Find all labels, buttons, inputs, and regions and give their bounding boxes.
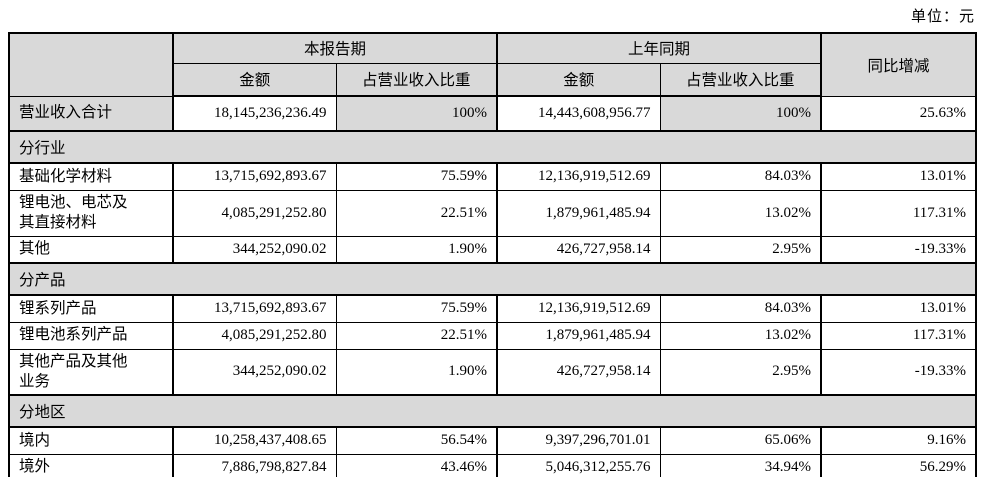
header-current-period: 本报告期 [172, 32, 499, 64]
row-label: 基础化学材料 [8, 162, 174, 191]
header-prior-amount: 金额 [496, 62, 661, 97]
prior-pct-cell: 13.02% [659, 321, 823, 350]
current-amount-cell: 13,715,692,893.67 [172, 162, 337, 191]
unit-label: 单位：元 [910, 9, 975, 25]
yoy-cell: 56.29% [820, 453, 977, 477]
yoy-cell: 117.31% [820, 189, 977, 237]
current-pct-cell: 1.90% [335, 348, 499, 396]
header-prior-pct: 占营业收入比重 [659, 62, 823, 97]
prior-amount-cell: 9,397,296,701.01 [496, 426, 661, 455]
section-row-by-region: 分地区 [8, 394, 977, 428]
prior-amount-cell: 426,727,958.14 [496, 348, 661, 396]
row-label: 境内 [8, 426, 174, 455]
yoy-cell: 13.01% [820, 162, 977, 191]
section-row-by-industry: 分行业 [8, 130, 977, 164]
current-pct-cell: 1.90% [335, 235, 499, 264]
prior-amount-cell: 5,046,312,255.76 [496, 453, 661, 477]
prior-pct-cell: 13.02% [659, 189, 823, 237]
header-yoy-change: 同比增减 [820, 32, 977, 97]
revenue-breakdown-table: 本报告期 上年同期 同比增减 金额 占营业收入比重 金额 占营业收入比重 营业收… [8, 32, 978, 477]
prior-amount-cell: 12,136,919,512.69 [496, 294, 661, 323]
row-label: 其他 [8, 235, 174, 264]
current-amount-cell: 7,886,798,827.84 [172, 453, 337, 477]
prior-pct-cell: 84.03% [659, 294, 823, 323]
row-label: 锂电池系列产品 [8, 321, 174, 350]
table-row-basic-chemicals: 基础化学材料 13,715,692,893.67 75.59% 12,136,9… [8, 162, 977, 191]
table-row-lithium-series: 锂系列产品 13,715,692,893.67 75.59% 12,136,91… [8, 294, 977, 323]
table-row-other-industry: 其他 344,252,090.02 1.90% 426,727,958.14 2… [8, 235, 977, 264]
section-row-by-product: 分产品 [8, 262, 977, 296]
table-row-lithium-battery-series: 锂电池系列产品 4,085,291,252.80 22.51% 1,879,96… [8, 321, 977, 350]
current-amount-cell: 344,252,090.02 [172, 348, 337, 396]
current-amount-cell: 4,085,291,252.80 [172, 189, 337, 237]
prior-amount-cell: 1,879,961,485.94 [496, 321, 661, 350]
current-amount-cell: 13,715,692,893.67 [172, 294, 337, 323]
current-amount-cell: 4,085,291,252.80 [172, 321, 337, 350]
prior-pct-cell: 100% [659, 95, 823, 132]
header-row-measures: 金额 占营业收入比重 金额 占营业收入比重 [9, 62, 976, 97]
prior-pct-cell: 2.95% [659, 235, 823, 264]
prior-amount-cell: 12,136,919,512.69 [496, 162, 661, 191]
table-row-total-revenue: 营业收入合计 18,145,236,236.49 100% 14,443,608… [8, 95, 977, 132]
prior-amount-cell: 1,879,961,485.94 [496, 189, 661, 237]
current-amount-cell: 10,258,437,408.65 [172, 426, 337, 455]
current-pct-cell: 100% [335, 95, 499, 132]
yoy-cell: 117.31% [820, 321, 977, 350]
current-pct-cell: 75.59% [335, 294, 499, 323]
yoy-cell: 13.01% [820, 294, 977, 323]
current-pct-cell: 56.54% [335, 426, 499, 455]
header-row-periods: 本报告期 上年同期 同比增减 [8, 32, 977, 97]
table-row-domestic: 境内 10,258,437,408.65 56.54% 9,397,296,70… [8, 426, 977, 455]
row-label: 锂电池、电芯及 其直接材料 [8, 189, 174, 237]
prior-amount-cell: 426,727,958.14 [496, 235, 661, 264]
current-amount-cell: 18,145,236,236.49 [172, 95, 337, 132]
row-label: 境外 [8, 453, 174, 477]
section-label: 分产品 [8, 262, 977, 296]
header-current-pct: 占营业收入比重 [335, 62, 499, 97]
current-pct-cell: 75.59% [335, 162, 499, 191]
yoy-cell: -19.33% [820, 348, 977, 396]
header-current-amount: 金额 [172, 62, 337, 97]
section-label: 分行业 [8, 130, 977, 164]
prior-pct-cell: 34.94% [659, 453, 823, 477]
current-pct-cell: 22.51% [335, 321, 499, 350]
header-prior-period: 上年同期 [496, 32, 823, 64]
prior-pct-cell: 84.03% [659, 162, 823, 191]
row-label: 锂系列产品 [8, 294, 174, 323]
corner-blank-cell [8, 32, 174, 97]
table-row-overseas: 境外 7,886,798,827.84 43.46% 5,046,312,255… [8, 453, 977, 477]
current-pct-cell: 22.51% [335, 189, 499, 237]
section-label: 分地区 [8, 394, 977, 428]
row-label: 其他产品及其他 业务 [8, 348, 174, 396]
yoy-cell: 25.63% [820, 95, 977, 132]
current-amount-cell: 344,252,090.02 [172, 235, 337, 264]
prior-amount-cell: 14,443,608,956.77 [496, 95, 661, 132]
row-label: 营业收入合计 [8, 95, 174, 132]
yoy-cell: -19.33% [820, 235, 977, 264]
prior-pct-cell: 65.06% [659, 426, 823, 455]
table-row-lithium-battery-materials: 锂电池、电芯及 其直接材料 4,085,291,252.80 22.51% 1,… [8, 189, 977, 237]
yoy-cell: 9.16% [820, 426, 977, 455]
current-pct-cell: 43.46% [335, 453, 499, 477]
table-row-other-products: 其他产品及其他 业务 344,252,090.02 1.90% 426,727,… [8, 348, 977, 396]
prior-pct-cell: 2.95% [659, 348, 823, 396]
